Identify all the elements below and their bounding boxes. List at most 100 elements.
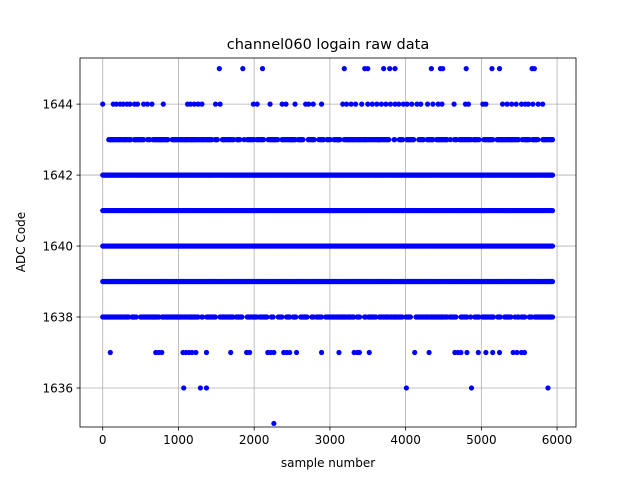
data-point bbox=[287, 349, 293, 356]
data-point bbox=[165, 137, 171, 143]
data-point bbox=[292, 101, 298, 107]
y-tick-label: 1642 bbox=[42, 169, 73, 183]
data-point bbox=[489, 66, 495, 72]
x-tick-label: 4000 bbox=[390, 433, 421, 447]
y-axis-ticks: 1636 1638 1640 1642 1644 bbox=[42, 98, 80, 395]
data-point bbox=[353, 101, 359, 107]
data-point bbox=[414, 101, 420, 107]
x-tick-label: 2000 bbox=[239, 433, 270, 447]
data-point bbox=[483, 349, 489, 356]
data-point bbox=[468, 385, 475, 391]
data-point bbox=[424, 101, 431, 107]
data-point bbox=[356, 314, 363, 320]
data-point bbox=[134, 101, 141, 107]
data-point bbox=[270, 314, 276, 320]
data-point bbox=[275, 137, 281, 143]
data-point bbox=[348, 101, 354, 107]
data-point bbox=[409, 101, 415, 107]
data-point bbox=[530, 101, 536, 107]
data-point bbox=[383, 101, 389, 107]
data-point bbox=[518, 101, 525, 107]
data-point bbox=[535, 137, 541, 143]
data-point bbox=[187, 101, 194, 107]
y-tick-label: 1640 bbox=[42, 240, 73, 254]
data-point bbox=[504, 101, 510, 107]
data-point bbox=[240, 66, 246, 72]
data-point bbox=[228, 349, 234, 356]
data-point bbox=[453, 314, 459, 320]
data-point bbox=[392, 66, 398, 72]
data-point bbox=[490, 314, 496, 320]
data-point bbox=[217, 101, 223, 107]
data-point bbox=[203, 385, 210, 391]
x-tick-label: 6000 bbox=[542, 433, 573, 447]
data-point bbox=[549, 172, 556, 178]
data-point bbox=[540, 101, 546, 107]
data-point bbox=[199, 101, 205, 107]
data-point bbox=[141, 137, 147, 143]
x-tick-label: 1000 bbox=[163, 433, 194, 447]
data-point bbox=[549, 314, 556, 320]
data-point bbox=[411, 137, 417, 143]
data-point bbox=[214, 137, 220, 143]
data-point bbox=[365, 66, 371, 72]
data-point bbox=[464, 314, 470, 320]
data-point bbox=[239, 314, 245, 320]
data-point bbox=[343, 101, 350, 107]
data-point bbox=[127, 101, 133, 107]
data-point bbox=[359, 101, 365, 107]
data-point bbox=[428, 66, 434, 72]
data-point bbox=[499, 101, 506, 107]
data-point bbox=[247, 349, 253, 356]
data-point bbox=[327, 137, 333, 143]
data-point bbox=[545, 385, 551, 391]
data-point bbox=[549, 207, 556, 214]
data-point bbox=[412, 349, 418, 356]
data-points bbox=[100, 66, 556, 427]
data-point bbox=[133, 314, 139, 320]
data-point bbox=[318, 349, 325, 356]
data-point bbox=[508, 314, 514, 320]
data-point bbox=[476, 137, 482, 143]
data-point bbox=[490, 349, 496, 356]
data-point bbox=[513, 101, 519, 107]
data-point bbox=[199, 314, 206, 320]
y-tick-label: 1644 bbox=[42, 98, 73, 112]
data-point bbox=[356, 349, 363, 356]
data-point bbox=[381, 66, 387, 72]
data-point bbox=[120, 101, 126, 107]
data-point bbox=[212, 101, 219, 107]
data-point bbox=[378, 101, 384, 107]
x-tick-label: 0 bbox=[99, 433, 107, 447]
data-point bbox=[264, 314, 270, 320]
data-point bbox=[407, 314, 414, 320]
data-point bbox=[311, 137, 317, 143]
data-point bbox=[392, 137, 398, 143]
data-point bbox=[181, 385, 187, 391]
data-point bbox=[304, 314, 310, 320]
data-point bbox=[128, 137, 134, 143]
data-point bbox=[250, 101, 257, 107]
data-point bbox=[159, 349, 165, 356]
data-point bbox=[465, 101, 472, 107]
data-point bbox=[189, 349, 195, 356]
data-point bbox=[510, 349, 516, 356]
data-point bbox=[369, 101, 375, 107]
data-point bbox=[293, 314, 299, 320]
data-point bbox=[509, 101, 515, 107]
data-point bbox=[514, 349, 520, 356]
data-point bbox=[212, 314, 218, 320]
data-point bbox=[403, 385, 409, 391]
data-point bbox=[490, 137, 496, 143]
data-point bbox=[160, 101, 166, 107]
data-point bbox=[216, 66, 222, 72]
data-point bbox=[373, 314, 379, 320]
data-point bbox=[392, 101, 398, 107]
data-point bbox=[549, 278, 556, 285]
data-point bbox=[447, 137, 454, 143]
data-point bbox=[435, 101, 441, 107]
data-point bbox=[300, 137, 306, 143]
data-point bbox=[195, 101, 201, 107]
